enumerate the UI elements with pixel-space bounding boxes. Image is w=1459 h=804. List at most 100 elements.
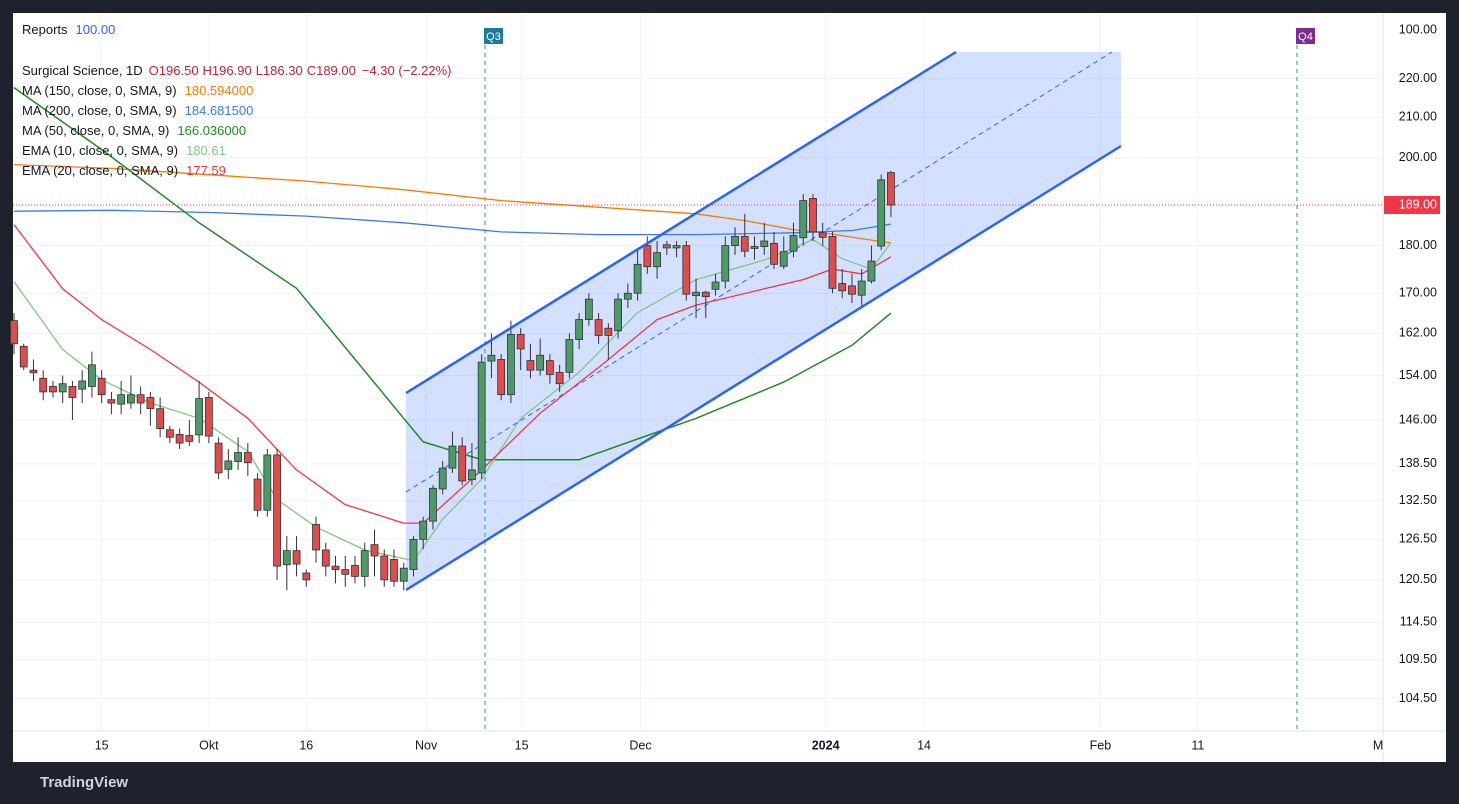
candle-body [887,172,895,206]
y-tick-label: 180.00 [1399,238,1437,252]
candle-body [516,334,525,350]
candle-body [146,397,155,410]
y-tick-label: 154.00 [1399,368,1437,382]
candle-body [701,291,710,298]
candle-body [78,380,87,390]
candle-body [750,246,759,249]
legend-entry: MA (200, close, 0, SMA, 9) 184.681500 [22,103,253,118]
q3-badge [484,28,503,44]
high-label: H196.90 [203,63,252,78]
header-legend: Surgical Science, 1D O196.50 H196.90 L186.3… [22,63,451,78]
legend-name: MA (50, close, 0, SMA, 9) [22,123,169,138]
candle-body [438,467,447,490]
candle-body [185,435,194,442]
candle-body [341,569,350,575]
y-tick-label: 104.50 [1399,691,1437,705]
x-tick-label: 2024 [812,738,840,752]
ma-line [13,224,892,524]
low-label: L186.30 [256,63,303,78]
candle-body [10,320,18,345]
reports-scale-label: 100.00 [1399,22,1437,36]
candle-body [390,558,398,582]
y-tick-label: 138.50 [1399,456,1437,470]
candle-body [156,408,165,429]
candle-body [214,442,223,474]
y-tick-label: 162.00 [1399,326,1437,340]
legend-value: 184.681500 [185,103,254,118]
last-price-label: 189.00 [1399,197,1437,211]
candle-body [662,244,671,249]
candle-body [477,361,486,474]
candle-body [165,429,174,438]
channel-fill [406,52,1121,590]
candle-body [321,549,330,567]
grid [13,13,1383,731]
y-tick-label: 146.00 [1399,412,1437,426]
candle-body [594,319,603,336]
y-tick-label: 132.50 [1399,493,1437,507]
candle-body [458,445,467,482]
candle-body [97,377,106,396]
legend-value: 180.61 [186,143,226,158]
q3-label: Q3 [486,31,501,43]
y-tick-label: 120.50 [1399,572,1437,586]
candle-body [633,263,642,294]
candle-body [195,398,204,436]
candle-body [770,242,778,265]
candle-body [857,280,866,296]
brand: TradingView [40,774,128,791]
x-tick-label: Nov [415,738,438,752]
candle-body [575,319,584,340]
candle-body [117,394,126,405]
q4-badge [1296,28,1315,44]
candle-body [253,478,262,511]
legend-entry: EMA (20, close, 0, SMA, 9) 177.59 [22,163,226,178]
candle-body [39,377,48,393]
y-tick-label: 200.00 [1399,150,1437,164]
y-tick-label: 170.00 [1399,286,1437,300]
x-tick-label: 15 [95,738,109,752]
candle-body [380,555,389,581]
legend-value: 177.59 [186,163,226,178]
candle-body [809,198,817,233]
candle-body [682,245,691,295]
legend-entry: MA (50, close, 0, SMA, 9) 166.036000 [22,123,246,138]
candle-body [818,232,827,238]
channel-upper [405,50,957,395]
legend-name: MA (200, close, 0, SMA, 9) [22,103,177,118]
candle-body [88,364,96,387]
candle-body [867,260,876,282]
candle-body [409,538,418,570]
candle-body [273,454,281,567]
candle-body [204,397,213,437]
candle-body [555,371,564,385]
candle-body [799,200,808,239]
symbol: Surgical Science, 1D [22,63,143,78]
candle-body [584,298,593,321]
x-tick-label: 15 [515,738,529,752]
legend-name: MA (150, close, 0, SMA, 9) [22,83,177,98]
candle-body [614,298,622,332]
candle-body [175,433,184,444]
candle-body [789,235,798,252]
open-label: O196.50 [149,63,199,78]
candle-body [312,523,320,551]
candle-body [497,359,506,396]
candle-body [692,291,700,297]
candle-body [263,454,272,511]
candle-body [536,354,545,371]
candle-body [419,520,428,540]
last-price-badge [1384,195,1440,214]
candle-body [68,386,77,398]
candle-body [721,245,730,282]
legend-name: EMA (10, close, 0, SMA, 9) [22,143,178,158]
candle-body [360,550,369,577]
candle-body [224,460,233,470]
y-tick-label: 109.50 [1399,652,1437,666]
legend-entry: MA (150, close, 0, SMA, 9) 180.594000 [22,83,253,98]
candle-body [740,236,749,252]
candle-body [429,487,437,522]
candle-body [848,285,856,295]
candle-body [653,252,661,268]
